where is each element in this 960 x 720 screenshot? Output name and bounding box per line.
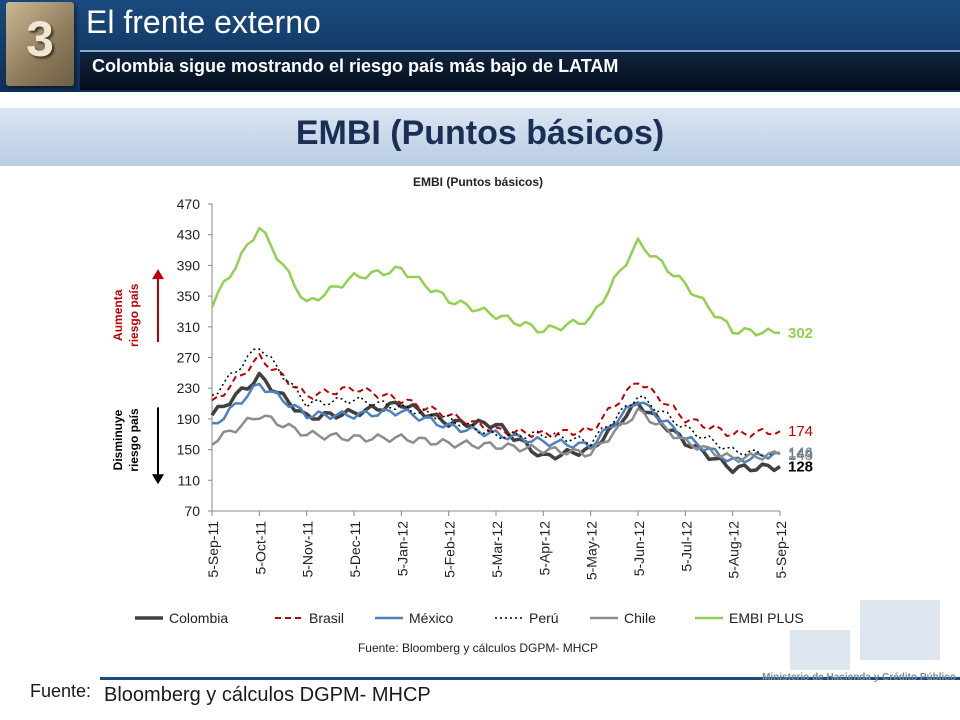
y-tick-label: 270 bbox=[177, 350, 201, 366]
x-tick-label: 5-Sep-12 bbox=[773, 521, 789, 579]
series-line bbox=[210, 371, 781, 475]
slide-title: EMBI (Puntos básicos) bbox=[295, 114, 665, 152]
chart-source: Fuente: Bloomberg y cálculos DGPM- MHCP bbox=[358, 641, 598, 655]
x-tick-label: 5-Aug-12 bbox=[726, 521, 742, 579]
y-tick-label: 70 bbox=[184, 503, 200, 519]
legend-label: Colombia bbox=[169, 610, 228, 626]
x-tick-label: 5-Jun-12 bbox=[631, 521, 647, 576]
footer-divider bbox=[100, 677, 960, 680]
section-number: 3 bbox=[26, 11, 54, 67]
x-tick-label: 5-Dec-11 bbox=[347, 521, 363, 578]
subtitle-bar bbox=[80, 50, 960, 90]
decorative-block bbox=[860, 600, 940, 660]
risk-down-label: riesgo país bbox=[127, 408, 141, 472]
series-end-label: 146 bbox=[788, 445, 813, 462]
series-end-label: 144 bbox=[788, 446, 813, 463]
series-line bbox=[211, 353, 781, 439]
slide-header-title: El frente externo bbox=[86, 4, 321, 40]
footer-source: Bloomberg y cálculos DGPM- MHCP bbox=[104, 684, 431, 706]
y-tick-label: 350 bbox=[177, 288, 201, 304]
embi-chart: EMBI (Puntos básicos) 70 110 150 190 230 270 31… bbox=[111, 175, 813, 655]
series-line bbox=[211, 407, 781, 464]
y-tick-label: 470 bbox=[177, 196, 201, 212]
y-tick-label: 150 bbox=[177, 442, 201, 458]
x-tick-label: 5-Jul-12 bbox=[678, 521, 694, 572]
legend-label: EMBI PLUS bbox=[729, 610, 804, 626]
footer-label: Fuente: bbox=[30, 681, 92, 701]
title-band bbox=[0, 108, 960, 166]
y-tick-label: 190 bbox=[177, 411, 201, 427]
x-tick-label: 5-Apr-12 bbox=[536, 521, 552, 576]
x-tick-label: 5-Feb-12 bbox=[442, 521, 458, 578]
series-end-label: 302 bbox=[788, 325, 813, 342]
series-line bbox=[210, 226, 781, 337]
decorative-block bbox=[790, 630, 850, 670]
legend-label: Perú bbox=[529, 610, 559, 626]
x-tick-label: 5-Mar-12 bbox=[489, 521, 505, 578]
x-tick-label: 5-May-12 bbox=[584, 521, 600, 580]
risk-up-arrowhead bbox=[152, 269, 164, 280]
y-tick-label: 310 bbox=[177, 319, 201, 335]
x-tick-label: 5-Nov-11 bbox=[300, 521, 316, 578]
legend-label: México bbox=[409, 610, 454, 626]
slide-header-subtitle: Colombia sigue mostrando el riesgo país … bbox=[92, 56, 619, 76]
series-end-label: 143 bbox=[788, 447, 813, 464]
series-end-label: 128 bbox=[788, 458, 813, 475]
risk-down-arrowhead bbox=[152, 474, 164, 485]
x-tick-label: 5-Oct-11 bbox=[252, 521, 268, 575]
y-tick-label: 110 bbox=[178, 472, 201, 488]
y-tick-label: 390 bbox=[177, 257, 201, 273]
legend-label: Brasil bbox=[309, 610, 344, 626]
chart-title: EMBI (Puntos básicos) bbox=[413, 175, 543, 189]
legend-label: Chile bbox=[624, 610, 656, 626]
x-tick-label: 5-Sep-11 bbox=[205, 521, 221, 578]
risk-up-label: riesgo país bbox=[127, 283, 141, 347]
x-tick-label: 5-Jan-12 bbox=[394, 521, 410, 576]
risk-up-label: Aumenta bbox=[111, 289, 125, 341]
y-tick-label: 230 bbox=[177, 380, 201, 396]
risk-down-label: Disminuye bbox=[111, 409, 125, 470]
section-badge: 3 bbox=[6, 2, 74, 86]
ministry-name: Ministerio de Hacienda y Crédito Público bbox=[762, 672, 956, 683]
series-end-label: 174 bbox=[788, 423, 813, 440]
series-line bbox=[211, 348, 781, 458]
y-tick-label: 430 bbox=[177, 227, 201, 243]
